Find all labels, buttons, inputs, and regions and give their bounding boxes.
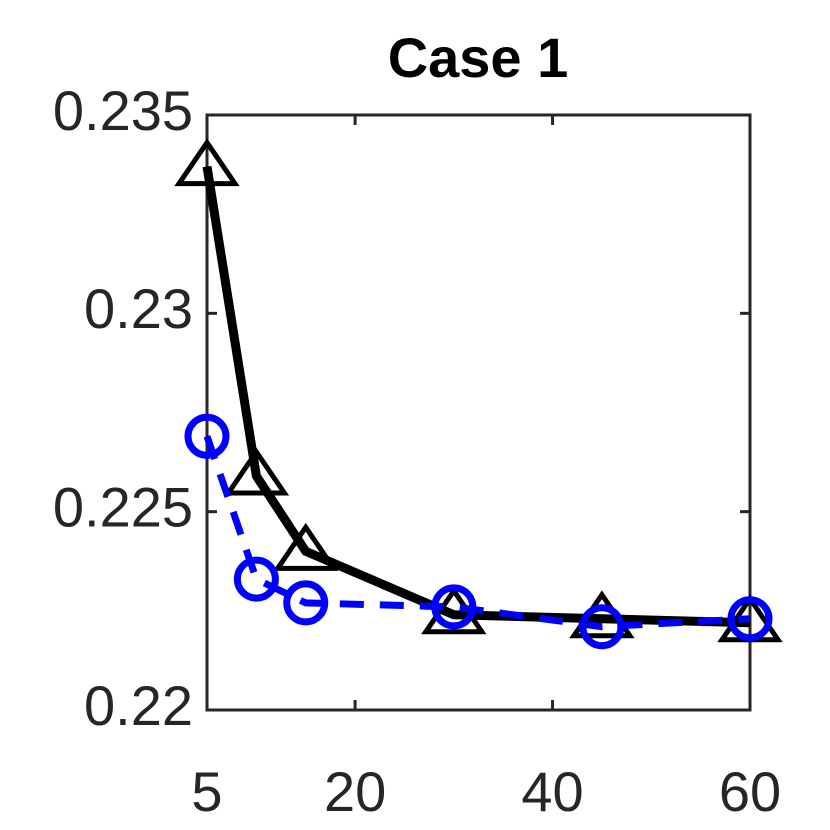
plot-area — [205, 113, 752, 712]
y-tick-label: 0.22 — [84, 674, 193, 737]
series-line — [202, 165, 751, 628]
marker — [174, 138, 240, 187]
x-tick-label: 5 — [191, 760, 222, 823]
marker — [579, 604, 625, 650]
marker — [223, 447, 290, 496]
marker — [184, 413, 230, 459]
marker — [233, 556, 279, 602]
marker — [272, 522, 339, 571]
marker — [431, 584, 477, 630]
chart-title: Case 1 — [388, 26, 569, 89]
x-tick-label: 40 — [521, 760, 583, 823]
marker — [283, 580, 329, 626]
x-tick-label: 60 — [719, 760, 781, 823]
x-tick-label: 20 — [324, 760, 386, 823]
y-tick-label: 0.235 — [53, 79, 193, 142]
marker — [727, 596, 773, 642]
y-tick-label: 0.225 — [53, 475, 193, 538]
y-tick-label: 0.23 — [84, 277, 193, 340]
series-line — [203, 435, 751, 631]
